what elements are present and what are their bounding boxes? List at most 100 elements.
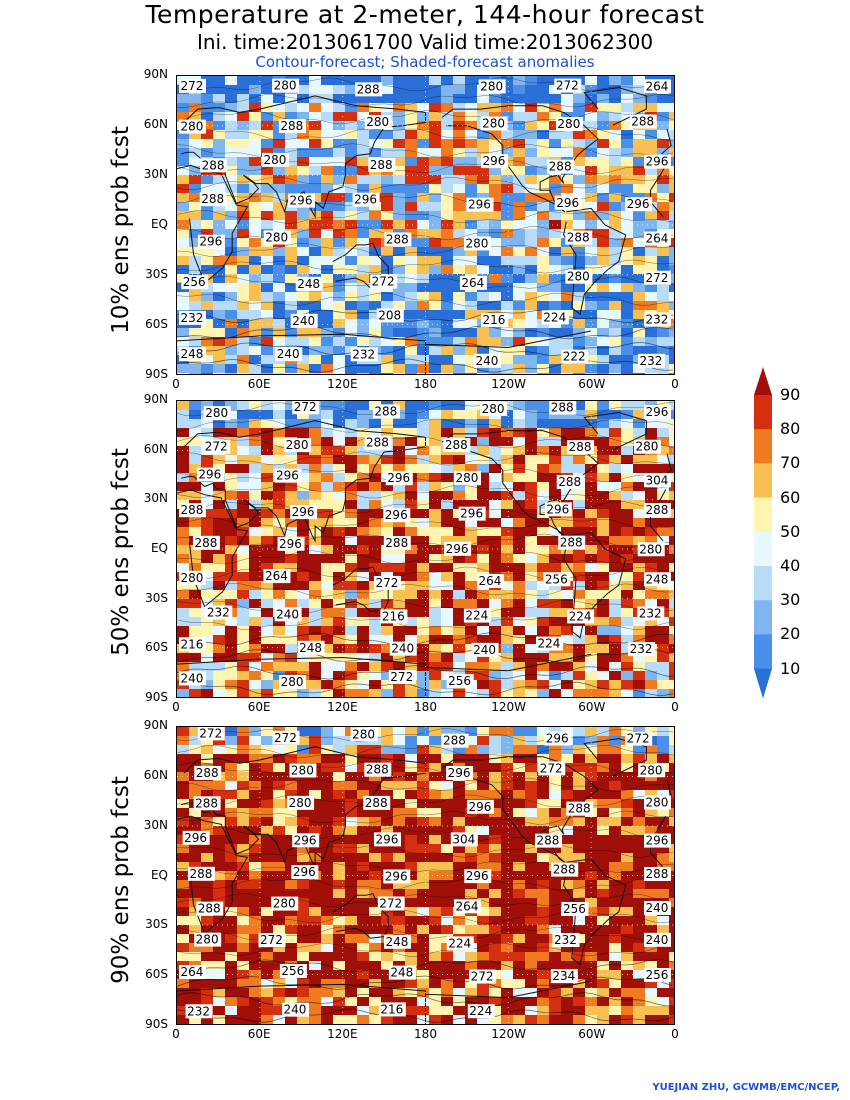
contour-label: 248 (386, 935, 409, 949)
contour-line (177, 94, 674, 108)
contour-label-bg (625, 731, 653, 746)
contour-label-bg (179, 119, 206, 134)
contour-label: 288 (201, 192, 224, 206)
contour-label-bg (373, 575, 401, 590)
contour-label-bg (644, 503, 671, 518)
contour-label: 272 (646, 271, 669, 285)
contour-label-bg (644, 833, 671, 848)
contour-label-bg (368, 158, 396, 173)
contour-label-bg (453, 471, 481, 486)
lat-tick-label: EQ (150, 867, 168, 882)
contour-label: 248 (297, 277, 320, 291)
contour-label-bg (441, 733, 469, 748)
lat-tick-label: 60N (143, 117, 168, 131)
coastline (441, 430, 599, 537)
contour-label: 288 (549, 160, 572, 174)
lat-tick-label: 30S (145, 267, 168, 281)
contour-label-bg (355, 82, 383, 97)
contour-label: 296 (385, 508, 408, 522)
colorbar (754, 367, 772, 699)
contour-label: 280 (646, 795, 669, 809)
contour-label: 224 (448, 936, 471, 950)
contour-label: 280 (181, 571, 204, 585)
contour-label: 288 (443, 734, 466, 748)
contour-label-bg (543, 572, 571, 587)
contour-label: 288 (366, 763, 389, 777)
contour-label-bg (566, 801, 594, 816)
contour-line (177, 243, 674, 257)
contour-label-bg (278, 119, 306, 134)
contour-label: 216 (181, 637, 204, 651)
contour-label: 288 (568, 802, 591, 816)
lat-tick-label: 60N (143, 441, 168, 456)
contour-label: 248 (646, 572, 669, 586)
contour-label-bg (196, 901, 224, 916)
contour-label-bg (544, 731, 572, 746)
contour-label-bg (370, 274, 398, 289)
colorbar-segment (754, 395, 772, 430)
contour-line (177, 893, 674, 907)
contour-label: 280 (480, 79, 503, 93)
contour-label: 232 (646, 312, 669, 326)
contour-label-bg (187, 866, 215, 881)
contour-label-bg (364, 762, 392, 777)
contour-label: 280 (291, 763, 314, 777)
contour-label: 256 (281, 964, 304, 978)
contour-label: 256 (448, 674, 471, 688)
contour-label: 280 (639, 542, 662, 556)
contour-label: 288 (631, 114, 654, 128)
contour-label: 296 (385, 869, 408, 883)
map-canvas: 272 272 280 288 296 272 288 280 288 296 272 280 288 2… (177, 727, 674, 1024)
contour-label-bg (389, 641, 417, 656)
lat-tick-label: 30N (143, 817, 168, 832)
contour-label: 296 (646, 155, 669, 169)
lon-tick-label: 60W (578, 1027, 606, 1041)
lon-tick-label: 0 (671, 1027, 679, 1041)
contour-label-bg (565, 269, 593, 284)
contour-label-bg (364, 435, 392, 450)
lon-tick-label: 180 (414, 377, 437, 391)
contour-label-bg (271, 896, 299, 911)
contour-label-bg (194, 765, 222, 780)
contour-label-bg (644, 932, 671, 947)
contour-label-bg (263, 230, 291, 245)
contour-label-bg (481, 313, 509, 328)
contour-label: 280 (181, 120, 204, 134)
contour-label: 264 (265, 569, 288, 583)
contour-label-bg (272, 78, 300, 93)
contour-label-bg (466, 799, 494, 814)
contour-label: 256 (563, 902, 586, 916)
time-info: Ini. time:2013061700 Valid time:20130623… (196, 30, 654, 54)
lon-tick-label: 120W (491, 700, 527, 714)
contour-label: 296 (375, 832, 398, 846)
contour-label-bg (383, 508, 411, 523)
colorbar-segment (754, 497, 772, 533)
contour-label-bg (350, 727, 378, 742)
lat-tick-label: 60S (145, 317, 168, 331)
lon-tick-label: 120W (491, 377, 527, 391)
contour-label-bg (179, 347, 206, 362)
lon-tick-label: 0 (172, 377, 180, 391)
contour-label: 296 (292, 505, 315, 519)
contour-label: 288 (558, 475, 581, 489)
colorbar-segment (754, 634, 772, 670)
contour-label: 296 (627, 197, 650, 211)
contour-label: 288 (551, 401, 574, 415)
contour-label: 296 (646, 834, 669, 848)
contour-label: 304 (646, 473, 669, 487)
contour-label-bg (535, 833, 563, 848)
contour-label-bg (544, 502, 572, 517)
contour-label: 280 (482, 116, 505, 130)
lat-tick-label: EQ (150, 217, 168, 231)
contour-label-bg (179, 78, 206, 93)
contour-label-bg (469, 969, 497, 984)
coastline (332, 893, 389, 939)
contour-label: 288 (280, 119, 303, 133)
contour-label-bg (625, 197, 653, 212)
contour-label-bg (383, 536, 411, 551)
contour-line (177, 484, 674, 499)
colorbar-label: 30 (780, 590, 801, 610)
contour-label-bg (637, 542, 665, 557)
contour-label-bg (550, 969, 578, 984)
contour-label-bg (263, 569, 291, 584)
